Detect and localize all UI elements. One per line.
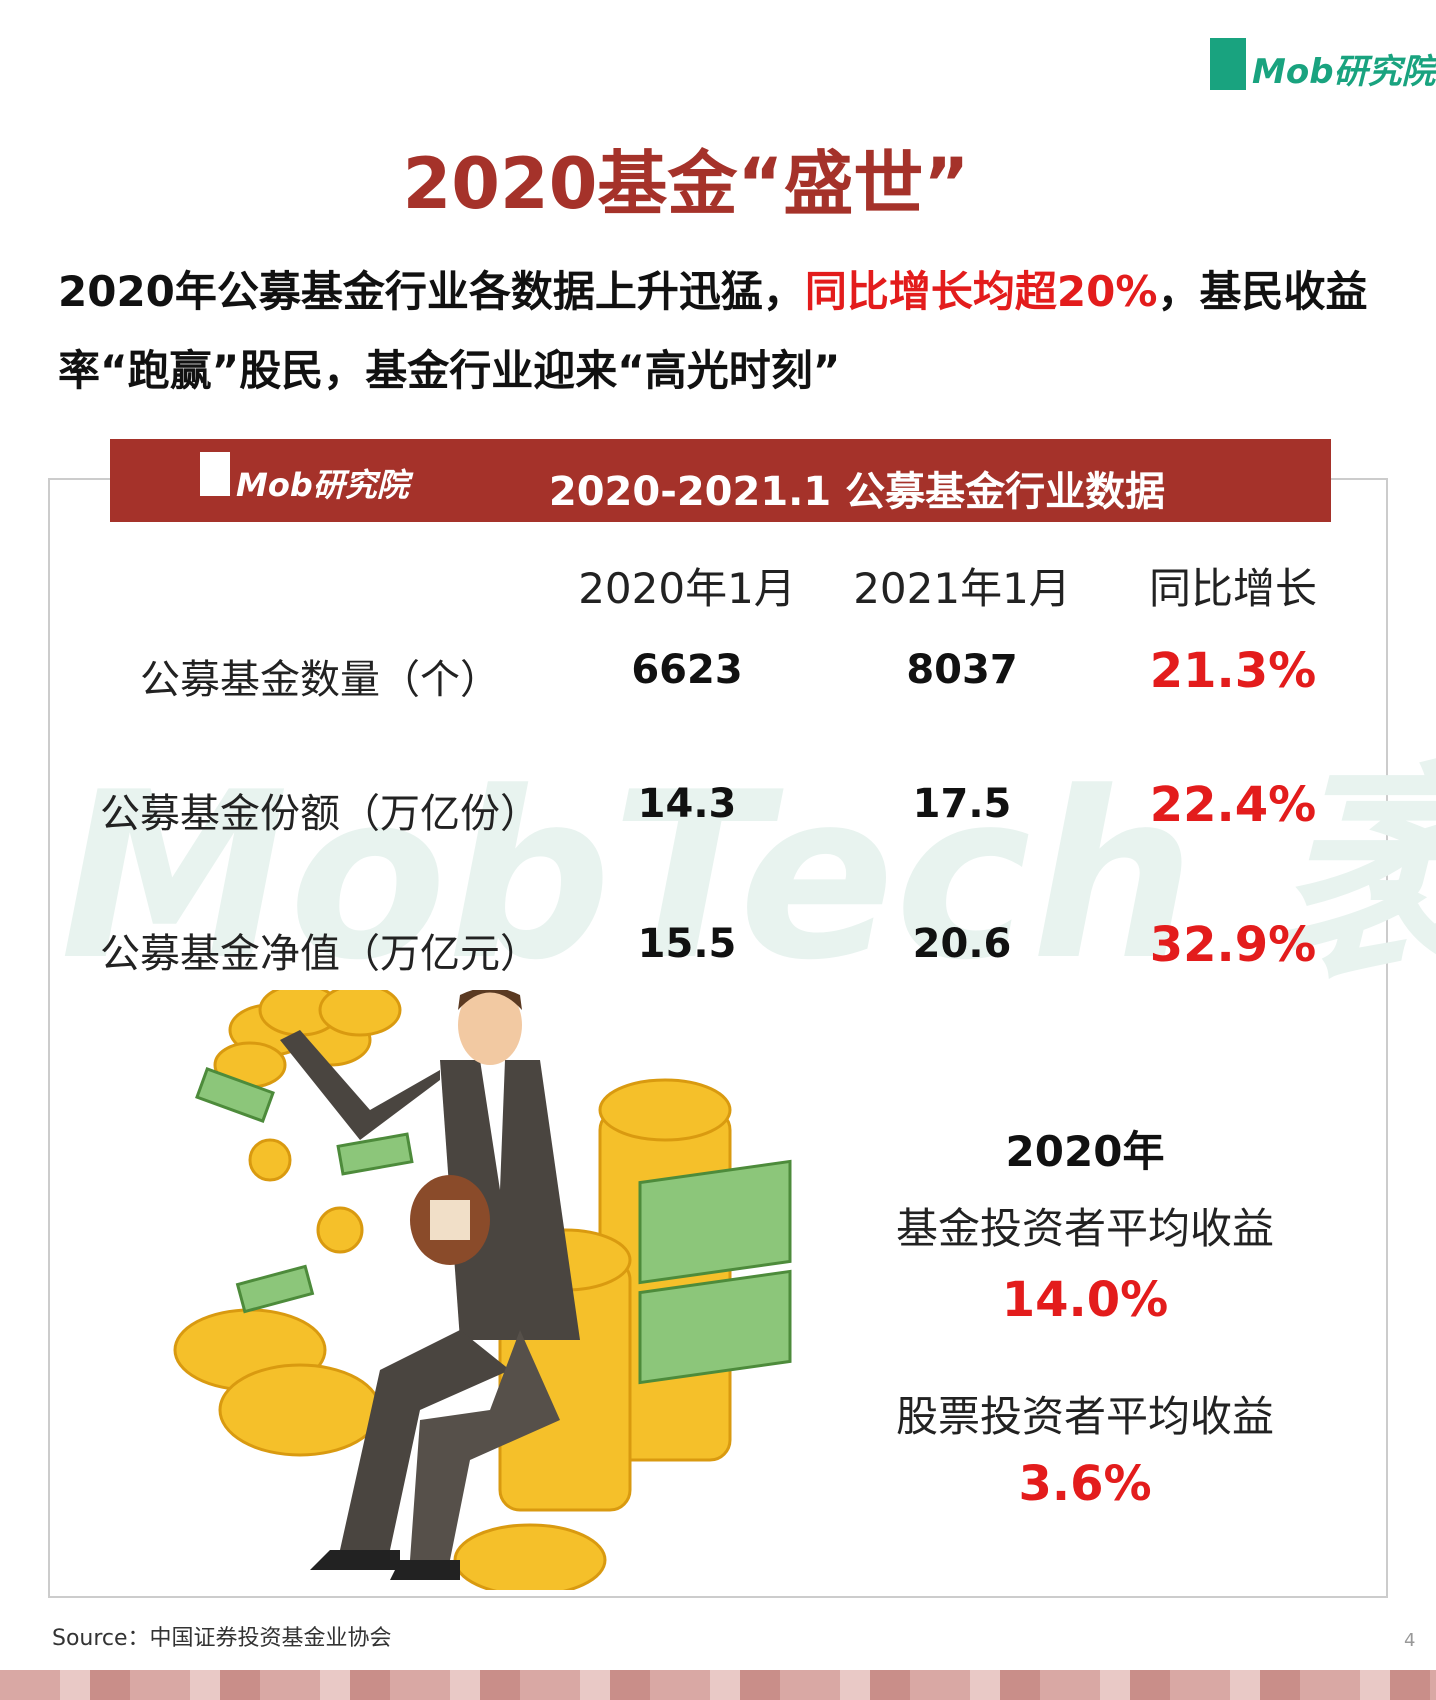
returns-value: 14.0% [1001,1272,1169,1328]
cell-value: 14.3 [637,781,737,827]
subtitle-highlight: 同比增长均超20% [804,267,1158,316]
growth: 21.3% [1149,643,1317,699]
cell-value: 8037 [906,647,1018,693]
source: Source：中国证券投资基金业协会 [52,1626,392,1651]
title: 2020基金“盛世” [402,143,970,225]
returns-label: 基金投资者平均收益 [895,1204,1275,1253]
cell-value: 20.6 [912,921,1012,967]
logo: Mob研究院 [1252,52,1436,92]
watermark: MobTech 袤博 [60,744,1436,1011]
illustration [173,990,792,1590]
row-label: 公募基金份额（万亿份） [100,791,540,837]
subtitle: 2020年公募基金行业各数据上升迅猛，同比增长均超20%，基民收益率“跑赢”股民… [58,252,1378,410]
cell-value: 6623 [631,647,743,693]
footer-stripe [0,1670,1436,1700]
subtitle-text: 2020年公募基金行业各数据上升迅猛， [58,267,805,316]
row-label: 公募基金数量（个） [140,657,500,703]
subtitle-text: ，基民收益率“跑赢”股民，基金行业迎来“高光时刻” [58,267,1368,395]
row-label: 公募基金净值（万亿元） [100,931,540,977]
page-number: 4 [1404,1630,1416,1651]
growth: 32.9% [1149,917,1317,973]
logo-icon [1210,38,1246,90]
cell-value: 17.5 [912,781,1012,827]
returns-year: 2020年 [1005,1127,1165,1176]
column-header: 2021年1月 [853,564,1071,613]
growth: 22.4% [1149,777,1317,833]
cell-value: 15.5 [637,921,737,967]
column-header: 同比增长 [1148,564,1318,613]
banner-logo: Mob研究院 [236,466,409,504]
returns-value: 3.6% [1018,1456,1152,1512]
banner-logo-icon [200,452,230,496]
banner-title: 2020-2021.1 公募基金行业数据 [548,469,1166,515]
returns-label: 股票投资者平均收益 [895,1392,1275,1441]
banner [110,439,1331,522]
column-header: 2020年1月 [578,564,796,613]
